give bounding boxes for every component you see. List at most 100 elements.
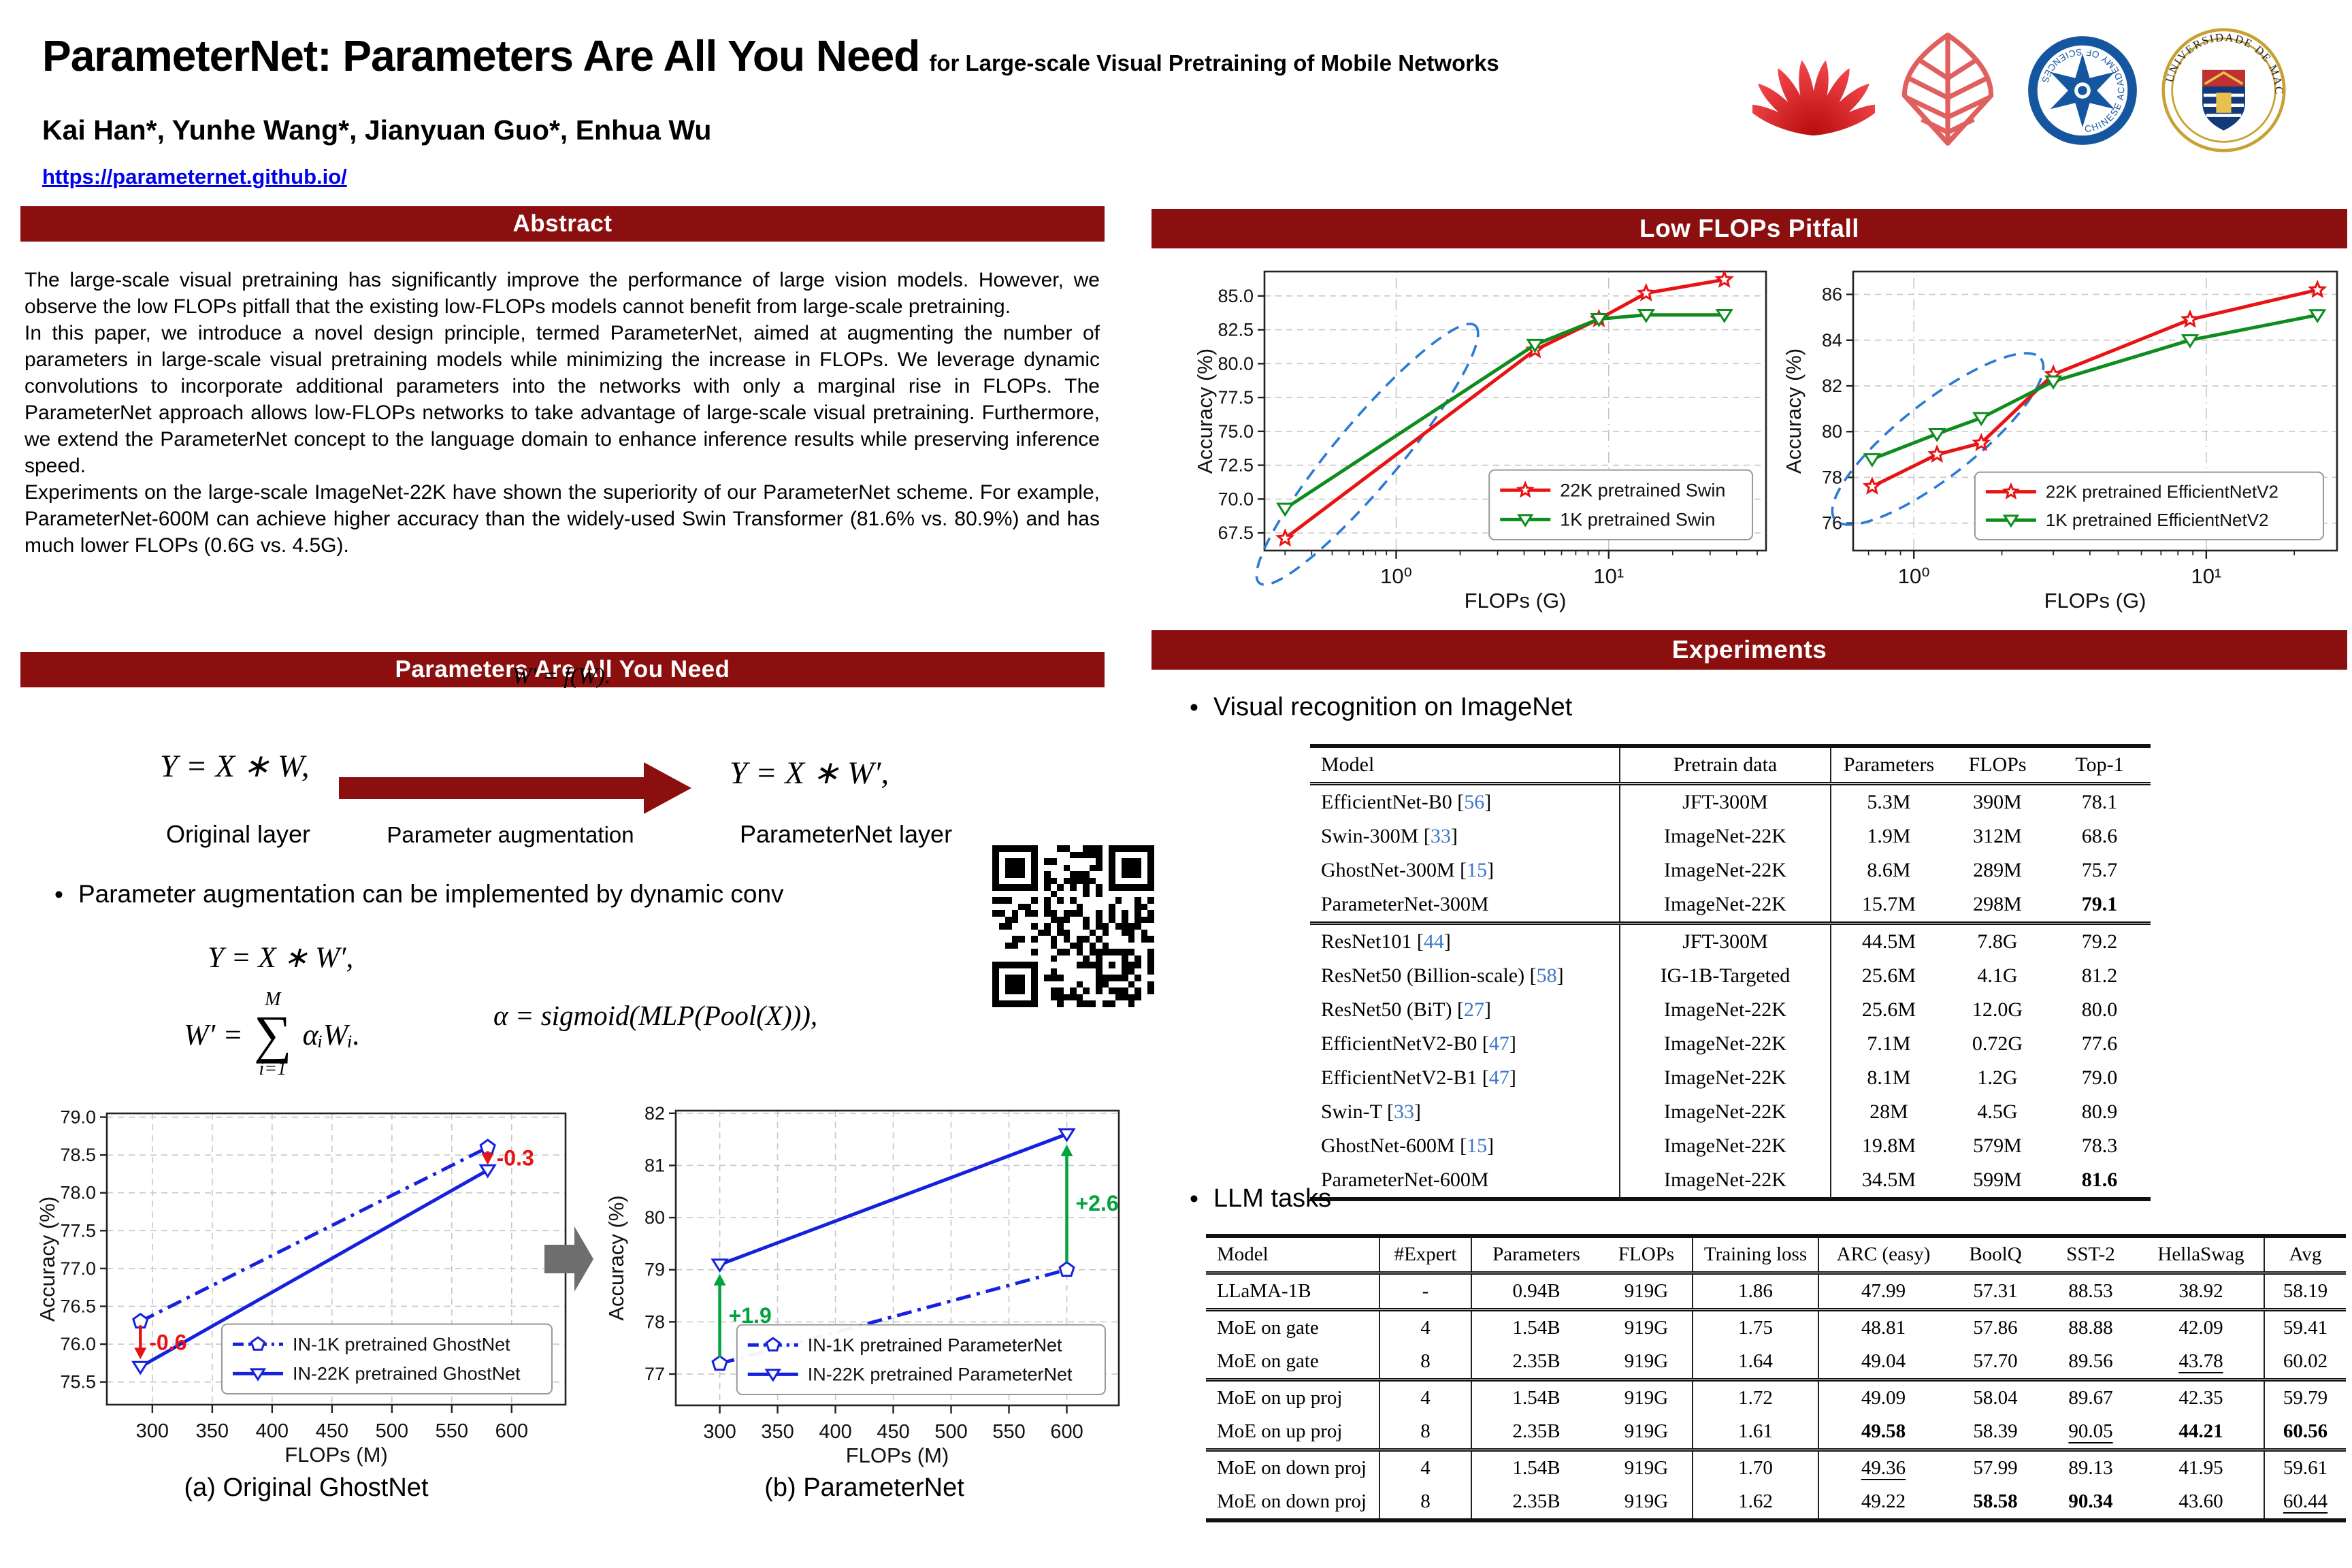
table-cell: 38.92 xyxy=(2138,1273,2265,1310)
table-cell: IG-1B-Targeted xyxy=(1620,959,1831,993)
column-header: #Expert xyxy=(1379,1236,1472,1273)
table-cell: 7.1M xyxy=(1867,1032,1911,1055)
citation-ref: 44 xyxy=(1423,930,1444,953)
citation-ref: 56 xyxy=(1464,791,1485,813)
university-of-macau-logo: UNIVERSIDADE DE MACAU xyxy=(2156,17,2287,153)
table-cell: 7.8G xyxy=(1977,930,2018,953)
table-cell: Swin-T [33] xyxy=(1310,1095,1620,1129)
svg-text:77: 77 xyxy=(644,1364,665,1384)
data-point-marker xyxy=(1517,514,1534,527)
table-cell: 4.5G xyxy=(1977,1100,2018,1123)
data-point-marker xyxy=(2002,482,2021,500)
svg-text:Accuracy (%): Accuracy (%) xyxy=(1782,348,1806,474)
abstract-paragraph: Experiments on the large-scale ImageNet-… xyxy=(24,481,1100,557)
table-cell: 8.1M xyxy=(1867,1066,1911,1089)
legend-label: IN-22K pretrained GhostNet xyxy=(293,1364,521,1384)
table-cell: ImageNet-22K xyxy=(1620,819,1831,853)
parameternet-layer-formula: Y = X ∗ W′, xyxy=(730,755,889,791)
pitfall-ellipse-annotation xyxy=(1255,323,1480,586)
table-cell: JFT-300M xyxy=(1620,783,1831,819)
llm-results-table: Model #Expert Parameters FLOPs Training loss… xyxy=(1206,1234,2346,1522)
data-point-marker xyxy=(478,1164,497,1179)
table-cell: ParameterNet-300M xyxy=(1310,887,1620,924)
data-point-marker xyxy=(1526,338,1544,353)
table-row: MoE on up proj 8 2.35B 919G 1.61 49.58 58.39 90… xyxy=(1206,1415,2346,1450)
method-section-header: Parameters Are All You Need xyxy=(20,652,1105,687)
data-point-marker xyxy=(1863,453,1882,468)
table-row: MoE on gate 4 1.54B 919G 1.75 48.81 57.86 88.88… xyxy=(1206,1309,2346,1345)
table-cell: 60.44 xyxy=(2283,1490,2328,1512)
series-line xyxy=(1871,288,2318,489)
svg-text:78.5: 78.5 xyxy=(60,1145,96,1165)
huawei-logo xyxy=(1744,35,1884,144)
column-header: Parameters xyxy=(1843,753,1935,776)
svg-text:450: 450 xyxy=(877,1421,909,1443)
table-cell: 312M xyxy=(1973,825,2022,847)
abstract-paragraph: In this paper, we introduce a novel desi… xyxy=(24,322,1100,477)
data-table: Model Pretrain data Parameters FLOPs Top-1 Ef… xyxy=(1310,744,2151,1201)
table-cell: ImageNet-22K xyxy=(1620,993,1831,1027)
table-cell: 919G xyxy=(1601,1415,1693,1450)
column-header: SST-2 xyxy=(2066,1243,2115,1265)
table-cell: ResNet101 [44] xyxy=(1310,923,1620,959)
data-point-marker xyxy=(1637,309,1655,323)
table-cell: 44.21 xyxy=(2138,1415,2265,1450)
table-cell: ImageNet-22K xyxy=(1620,853,1831,887)
table-cell: MoE on gate xyxy=(1206,1345,1380,1380)
table-cell: MoE on down proj xyxy=(1206,1450,1380,1485)
legend-box xyxy=(736,1324,1107,1396)
table-cell: 2.35B xyxy=(1512,1490,1561,1512)
legend-label: 1K pretrained Swin xyxy=(1560,510,1715,530)
table-cell: 1.54B xyxy=(1512,1457,1561,1479)
series-line xyxy=(719,1268,1068,1366)
table-cell: 49.09 xyxy=(1861,1387,1906,1409)
data-point-marker xyxy=(1636,282,1656,301)
table-cell: EfficientNet-B0 [56] xyxy=(1310,783,1620,819)
svg-text:80.0: 80.0 xyxy=(1218,353,1254,374)
data-point-marker xyxy=(1058,1260,1075,1277)
data-point-marker xyxy=(2308,309,2327,324)
series-line xyxy=(1871,313,2318,461)
table-cell: 42.09 xyxy=(2138,1309,2265,1345)
project-url-link[interactable]: https://parameternet.github.io/ xyxy=(42,165,347,189)
table-cell: 90.34 xyxy=(2068,1490,2113,1512)
table-cell: 59.41 xyxy=(2283,1317,2328,1339)
table-cell: 89.56 xyxy=(2068,1350,2113,1372)
table-header-row: Model Pretrain data Parameters FLOPs Top-1 xyxy=(1310,746,2151,784)
svg-text:80: 80 xyxy=(1822,421,1842,442)
original-layer-label: Original layer xyxy=(165,820,311,848)
parameter-augmentation-arrow xyxy=(339,761,693,815)
table-cell: MoE on up proj xyxy=(1206,1379,1380,1415)
data-point-marker xyxy=(1714,269,1734,288)
series-line xyxy=(140,1145,489,1323)
table-cell: ResNet50 (BiT) [27] xyxy=(1310,993,1620,1027)
table-cell: 4 xyxy=(1379,1450,1472,1485)
table-cell: 1.9M xyxy=(1867,825,1911,847)
table-cell: 57.99 xyxy=(1973,1457,2018,1479)
data-point-marker xyxy=(2002,514,2020,528)
table-cell: 49.04 xyxy=(1861,1350,1906,1372)
svg-text:85.0: 85.0 xyxy=(1218,286,1254,306)
table-cell: 2.35B xyxy=(1512,1350,1561,1372)
legend-label: IN-1K pretrained ParameterNet xyxy=(808,1335,1062,1355)
table-cell: 1.61 xyxy=(1693,1415,1819,1450)
swin-pitfall-chart: 67.5 70.0 72.5 75.0 77.5 80.0 82.5 85.0 10⁰ 10¹ FL… xyxy=(1193,262,1777,621)
table-cell: 579M xyxy=(1973,1134,2022,1157)
table-cell: LLaMA-1B xyxy=(1206,1273,1380,1310)
poster-title-line: ParameterNet: Parameters Are All You Nee… xyxy=(42,31,1499,81)
table-cell: Swin-300M [33] xyxy=(1310,819,1620,853)
svg-text:300: 300 xyxy=(136,1420,169,1442)
table-cell: 49.58 xyxy=(1861,1420,1906,1442)
table-cell: 4 xyxy=(1379,1379,1472,1415)
table-cell: 81.2 xyxy=(2081,964,2118,987)
abstract-paragraph: The large-scale visual pretraining has s… xyxy=(24,269,1100,318)
table-cell: 919G xyxy=(1601,1485,1693,1520)
annotation-label: +2.6 xyxy=(1076,1191,1119,1215)
experiments-section-header: Experiments xyxy=(1152,630,2347,670)
table-row: EfficientNetV2-B1 [47] ImageNet-22K 8.1M 1.… xyxy=(1310,1061,2151,1095)
imagenet-bullet: Visual recognition on ImageNet xyxy=(1190,693,2210,723)
original-ghostnet-chart: 75.5 76.0 76.5 77.0 77.5 78.0 78.5 79.0 300 350 40… xyxy=(35,1104,576,1475)
annotation-label: -0.6 xyxy=(149,1330,186,1354)
table-cell: 44.5M xyxy=(1861,930,1916,953)
